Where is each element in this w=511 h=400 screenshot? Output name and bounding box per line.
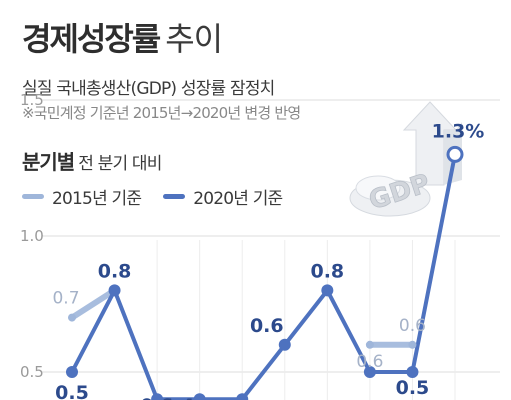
section-main: 분기별 [22, 150, 75, 174]
data-label-2020: 0.6 [250, 315, 284, 337]
legend-item-2020: 2020년 기준 [163, 184, 283, 209]
legend-label-2020: 2020년 기준 [193, 188, 283, 209]
legend-label-2015: 2015년 기준 [52, 188, 142, 209]
series-2015-point [408, 340, 417, 349]
series-2020-line [70, 152, 457, 400]
data-label-2015: 0.6 [399, 316, 426, 336]
data-label-2020: 0.8 [98, 260, 132, 282]
legend: 2015년 기준 2020년 기준 [22, 184, 304, 209]
data-label-2020: 0.8 [310, 260, 344, 282]
legend-swatch-2020 [163, 193, 186, 199]
data-label-2015: 0.7 [52, 289, 79, 309]
data-label-2020: 0.5 [396, 377, 430, 399]
series-2015-point [68, 313, 76, 322]
data-label-2020: 1.3% [432, 120, 485, 142]
series-2020-point [446, 145, 464, 163]
series-2020-point [278, 338, 291, 351]
series-2020-point [236, 393, 249, 400]
section-sub: 전 분기 대비 [78, 154, 162, 174]
section-heading: 분기별 전 분기 대비 [22, 146, 162, 175]
chart-title: 경제성장률 추이 [22, 14, 223, 60]
series-2015-line [69, 287, 118, 321]
data-label-2020: 0.4 [140, 395, 174, 400]
legend-item-2015: 2015년 기준 [22, 184, 142, 209]
data-label-2015: 0.6 [356, 352, 383, 372]
series-2020-point [66, 366, 78, 378]
gdp-3d-icon: GDP [349, 101, 462, 217]
y-tick-label: 1.5 [20, 91, 44, 109]
chart-note: ※국민계정 기준년 2015년→2020년 변경 반영 [22, 104, 301, 122]
chart-subtitle: 실질 국내총생산(GDP) 성장률 잠정치 [22, 79, 275, 99]
series-2020-point [108, 284, 121, 297]
y-tick-label: 1.0 [20, 227, 44, 245]
title-sub: 추이 [165, 20, 223, 58]
data-label-2020: 0.4 [161, 395, 195, 400]
data-label-2020: 0.5 [55, 382, 89, 400]
series-2020-point [406, 366, 419, 378]
series-2020-point [363, 366, 376, 378]
series-2020-point [151, 393, 164, 400]
title-main: 경제성장률 [22, 20, 161, 58]
legend-swatch-2015 [22, 193, 44, 199]
y-tick-label: 0.5 [20, 363, 44, 381]
series-2020-point [193, 393, 206, 400]
series-2015-point [365, 340, 374, 349]
series-2020-point [321, 284, 334, 297]
